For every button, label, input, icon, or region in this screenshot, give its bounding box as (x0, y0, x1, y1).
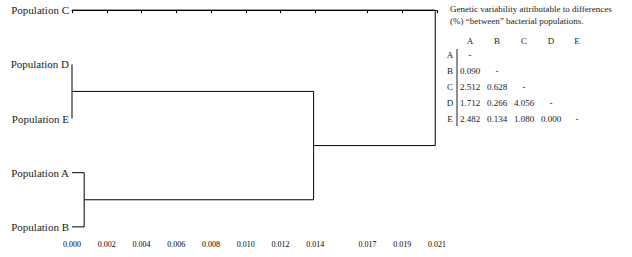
svg-text:0.014: 0.014 (306, 240, 324, 249)
svg-text:0.019: 0.019 (393, 240, 411, 249)
svg-text:0.628: 0.628 (487, 82, 508, 92)
svg-text:0.006: 0.006 (167, 240, 185, 249)
svg-text:-: - (496, 66, 499, 76)
svg-text:0.134: 0.134 (487, 114, 508, 124)
svg-text:1.080: 1.080 (514, 114, 535, 124)
svg-text:B: B (494, 36, 500, 46)
svg-text:E: E (447, 114, 453, 124)
svg-text:0.090: 0.090 (460, 66, 481, 76)
svg-text:A: A (447, 50, 454, 60)
svg-text:-: - (523, 82, 526, 92)
svg-text:-: - (469, 50, 472, 60)
svg-text:-: - (576, 114, 579, 124)
svg-text:1.712: 1.712 (460, 98, 480, 108)
svg-text:(%) “between” bacterial popula: (%) “between” bacterial populations. (450, 16, 583, 26)
svg-text:Population C: Population C (11, 4, 69, 16)
svg-text:B: B (447, 66, 453, 76)
svg-text:C: C (447, 82, 453, 92)
svg-text:Population A: Population A (11, 167, 69, 179)
svg-text:Genetic variability attributab: Genetic variability attributable to diff… (450, 4, 612, 14)
svg-text:0.017: 0.017 (358, 240, 376, 249)
svg-text:0.004: 0.004 (133, 240, 151, 249)
svg-text:A: A (467, 36, 474, 46)
svg-text:0.008: 0.008 (202, 240, 220, 249)
svg-text:Population D: Population D (11, 58, 69, 70)
svg-text:0.010: 0.010 (237, 240, 255, 249)
svg-text:D: D (548, 36, 555, 46)
svg-text:D: D (447, 98, 454, 108)
svg-text:0.021: 0.021 (428, 240, 446, 249)
svg-text:2.512: 2.512 (460, 82, 480, 92)
svg-text:0.002: 0.002 (98, 240, 116, 249)
svg-text:0.000: 0.000 (63, 240, 81, 249)
svg-text:-: - (550, 98, 553, 108)
svg-text:Population E: Population E (12, 113, 69, 125)
svg-text:C: C (521, 36, 527, 46)
svg-text:4.056: 4.056 (514, 98, 535, 108)
svg-text:0.000: 0.000 (541, 114, 562, 124)
svg-text:E: E (574, 36, 580, 46)
svg-text:0.266: 0.266 (487, 98, 508, 108)
svg-text:2.482: 2.482 (460, 114, 480, 124)
svg-text:Population B: Population B (11, 221, 69, 233)
svg-text:0.012: 0.012 (272, 240, 290, 249)
